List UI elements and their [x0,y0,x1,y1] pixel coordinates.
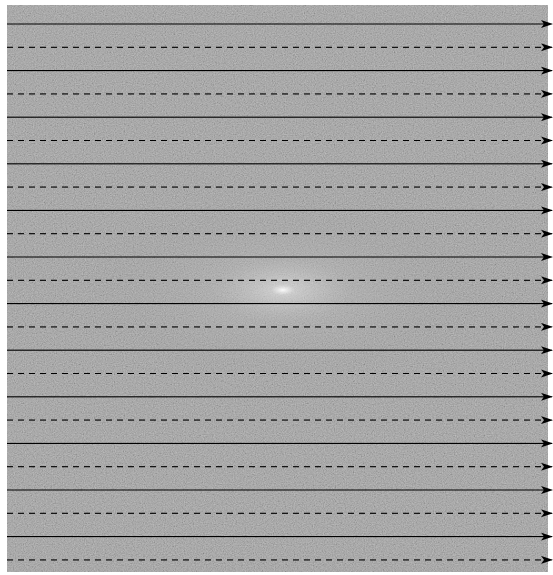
page: (() => { const data = JSON.parse(documen… [0,0,553,575]
center-glow [7,5,548,572]
trajectory-figure [0,0,553,575]
